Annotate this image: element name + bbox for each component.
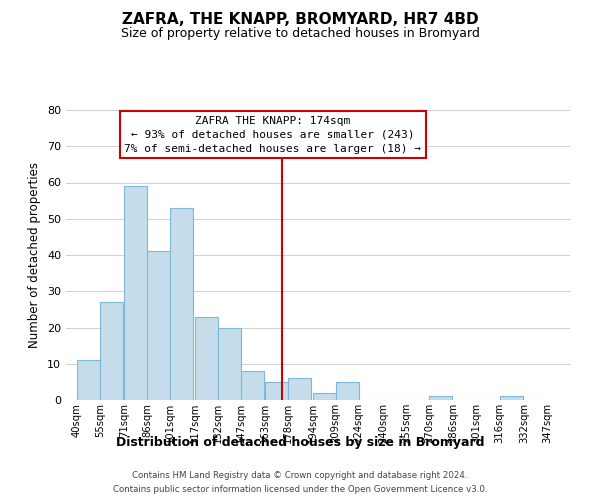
Bar — [170, 208, 193, 400]
Bar — [288, 378, 311, 400]
Bar — [100, 302, 122, 400]
Bar — [429, 396, 452, 400]
Text: Contains HM Land Registry data © Crown copyright and database right 2024.: Contains HM Land Registry data © Crown c… — [132, 472, 468, 480]
Bar — [500, 396, 523, 400]
Text: ZAFRA THE KNAPP: 174sqm
← 93% of detached houses are smaller (243)
7% of semi-de: ZAFRA THE KNAPP: 174sqm ← 93% of detache… — [124, 116, 421, 154]
Bar — [241, 371, 263, 400]
Bar — [194, 316, 218, 400]
Bar — [313, 393, 335, 400]
Text: Size of property relative to detached houses in Bromyard: Size of property relative to detached ho… — [121, 28, 479, 40]
Y-axis label: Number of detached properties: Number of detached properties — [28, 162, 41, 348]
Bar — [265, 382, 288, 400]
Text: Distribution of detached houses by size in Bromyard: Distribution of detached houses by size … — [116, 436, 484, 449]
Text: ZAFRA, THE KNAPP, BROMYARD, HR7 4BD: ZAFRA, THE KNAPP, BROMYARD, HR7 4BD — [122, 12, 478, 28]
Bar — [335, 382, 359, 400]
Bar — [124, 186, 147, 400]
Bar — [218, 328, 241, 400]
Bar — [147, 252, 170, 400]
Bar — [77, 360, 100, 400]
Text: Contains public sector information licensed under the Open Government Licence v3: Contains public sector information licen… — [113, 484, 487, 494]
